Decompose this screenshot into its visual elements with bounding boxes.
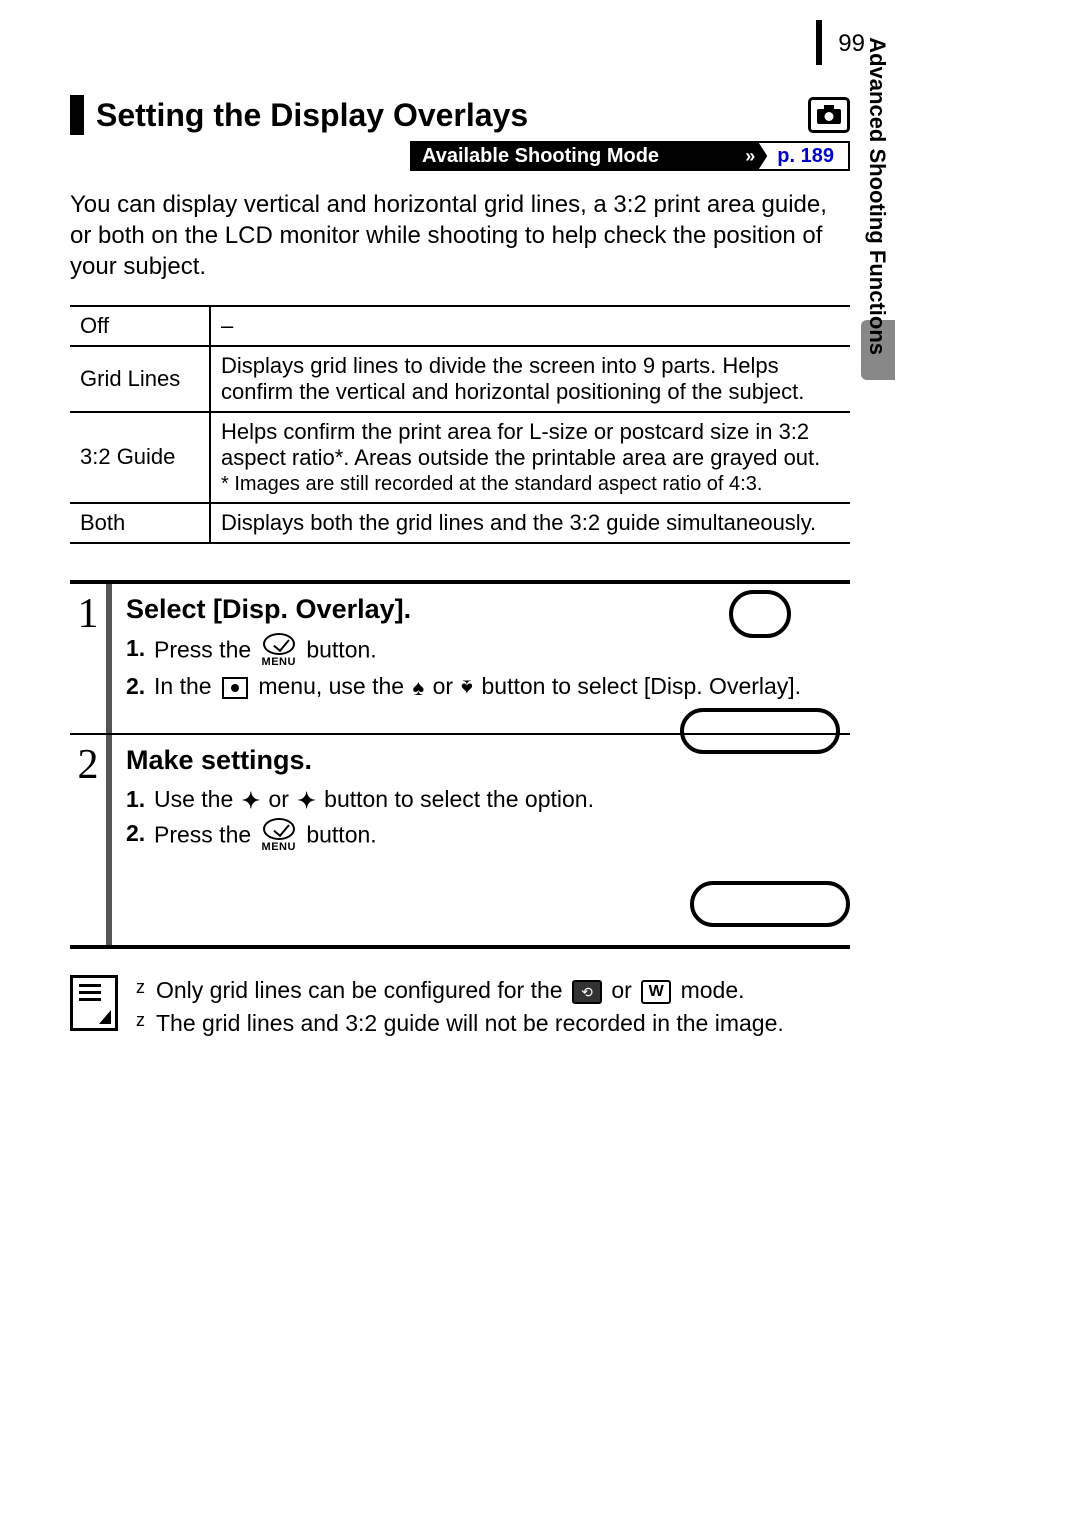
option-description: Displays both the grid lines and the 3:2… — [210, 503, 850, 543]
footnote: * Images are still recorded at the stand… — [221, 473, 840, 496]
step-number: 1 — [78, 590, 99, 638]
intro-paragraph: You can display vertical and horizontal … — [70, 189, 850, 283]
left-arrow-icon: ✦ — [242, 786, 260, 816]
up-arrow-icon: ♠ — [412, 673, 424, 703]
steps-container: 1 Select [Disp. Overlay]. 1. Press the M… — [70, 580, 850, 950]
option-description: Helps confirm the print area for L-size … — [210, 412, 850, 503]
menu-button-icon: MENU — [262, 633, 296, 670]
step-1: 1 Select [Disp. Overlay]. 1. Press the M… — [70, 584, 850, 736]
content-area: Setting the Display Overlays Available S… — [70, 95, 850, 1041]
overlay-options-table: Off–Grid LinesDisplays grid lines to div… — [70, 305, 850, 544]
note-text: z Only grid lines can be configured for … — [136, 975, 784, 1041]
right-arrow-icon: ✦ — [297, 786, 315, 816]
available-modes-label: Available Shooting Mode — [412, 143, 740, 169]
manual-page: 99 Advanced Shooting Functions Setting t… — [0, 0, 1080, 1081]
step-2: 2 Make settings. 1. Use the ✦ or ✦ butto… — [70, 735, 850, 945]
option-description: Displays grid lines to divide the screen… — [210, 346, 850, 412]
bullet-icon: z — [136, 1008, 156, 1039]
available-modes-bar: Available Shooting Mode » p. 189 — [410, 141, 850, 171]
note-line: z The grid lines and 3:2 guide will not … — [136, 1008, 784, 1039]
side-section-label: Advanced Shooting Functions — [864, 37, 890, 355]
page-number: 99 — [838, 30, 865, 58]
substep-number: 2. — [126, 818, 148, 849]
chevron-right-icon: » — [739, 143, 767, 169]
note-line: z Only grid lines can be configured for … — [136, 975, 784, 1006]
note-icon — [70, 975, 118, 1031]
step-number: 2 — [78, 741, 99, 789]
table-row: 3:2 GuideHelps confirm the print area fo… — [70, 412, 850, 503]
section-title-text: Setting the Display Overlays — [96, 97, 528, 134]
camera-mode-icon — [808, 97, 850, 133]
option-label: 3:2 Guide — [70, 412, 210, 503]
substep-text: Press the MENU button. — [154, 818, 844, 855]
substep-number: 1. — [126, 633, 148, 664]
substep: 2. Press the MENU button. — [126, 818, 844, 855]
illustration-placeholder — [680, 590, 840, 754]
section-header-row: Setting the Display Overlays — [70, 95, 850, 135]
option-label: Both — [70, 503, 210, 543]
menu-button-icon: MENU — [262, 818, 296, 855]
substep-number: 1. — [126, 784, 148, 815]
substep: 1. Use the ✦ or ✦ button to select the o… — [126, 784, 844, 816]
option-label: Grid Lines — [70, 346, 210, 412]
page-reference-link[interactable]: p. 189 — [767, 143, 848, 169]
step-title: Make settings. — [126, 745, 844, 776]
title-accent-bar — [70, 95, 84, 135]
bullet-icon: z — [136, 975, 156, 1006]
wide-mode-icon: W — [641, 980, 671, 1004]
step-number-col: 2 — [70, 735, 112, 945]
substep-number: 2. — [126, 671, 148, 702]
stitch-mode-icon: ⟲ — [572, 980, 602, 1004]
option-label: Off — [70, 306, 210, 346]
step-body: Select [Disp. Overlay]. 1. Press the MEN… — [112, 584, 850, 734]
step-body: Make settings. 1. Use the ✦ or ✦ button … — [112, 735, 850, 945]
notes-section: z Only grid lines can be configured for … — [70, 975, 850, 1041]
table-row: Off– — [70, 306, 850, 346]
down-arrow-icon: ♠ — [461, 673, 473, 703]
section-title: Setting the Display Overlays — [70, 95, 528, 135]
button-shape-icon — [690, 881, 850, 927]
step-number-col: 1 — [70, 584, 112, 734]
page-number-divider — [816, 20, 822, 65]
option-description: – — [210, 306, 850, 346]
substep-text: Use the ✦ or ✦ button to select the opti… — [154, 784, 844, 816]
illustration-placeholder — [690, 881, 850, 927]
table-row: BothDisplays both the grid lines and the… — [70, 503, 850, 543]
rec-menu-icon — [222, 677, 248, 699]
button-shape-icon — [729, 590, 791, 638]
table-row: Grid LinesDisplays grid lines to divide … — [70, 346, 850, 412]
